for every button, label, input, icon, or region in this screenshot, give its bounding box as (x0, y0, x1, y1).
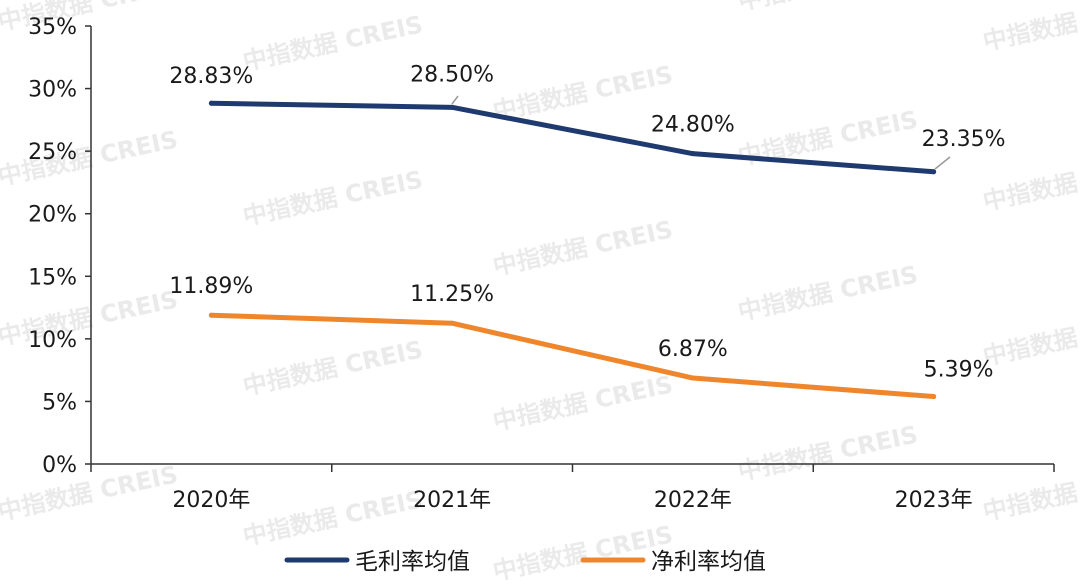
y-tick-label: 10% (28, 328, 77, 353)
y-tick-label: 30% (28, 78, 77, 103)
watermark-text: 中指数据 CREIS (980, 460, 1080, 525)
watermark-text: 中指数据 CREIS (0, 0, 180, 36)
data-labels: 28.83% 28.50% 24.80% 23.35% 11.89% 11.25% 6.87… (169, 62, 1005, 382)
data-point (208, 312, 214, 318)
y-tick-label: 15% (28, 265, 77, 290)
x-tick-label: 2023年 (895, 488, 973, 513)
x-tick-label: 2020年 (172, 488, 250, 513)
legend: 毛利率均值 净利率均值 (284, 549, 766, 575)
watermark-text: 中指数据 CREIS (490, 520, 675, 584)
data-label: 24.80% (651, 113, 735, 138)
watermark-text: 中指数据 CREIS (490, 370, 675, 435)
legend-label-1: 净利率均值 (651, 549, 766, 575)
watermark-text: 中指数据 CREIS (490, 60, 675, 125)
watermark-text: 中指数据 CREIS (240, 165, 425, 230)
watermark-text: 中指数据 CREIS (0, 460, 180, 525)
axes: 0% 5% 10% 15% 20% 25% 30% 35% 2020年 2021年 2022年 202… (28, 15, 1055, 513)
watermark-text: 中指数据 CREIS (490, 215, 675, 280)
data-point (931, 394, 937, 400)
data-point (449, 320, 455, 326)
watermark-text: 中指数据 CREIS (240, 335, 425, 400)
data-label: 11.89% (169, 274, 253, 299)
data-label: 11.25% (410, 282, 494, 307)
y-tick-label: 25% (28, 140, 77, 165)
data-point (690, 375, 696, 381)
watermark-text: 中指数据 CREIS (240, 10, 425, 75)
data-point (449, 104, 455, 110)
series-layer (208, 100, 937, 400)
data-point (690, 151, 696, 157)
legend-label-0: 毛利率均值 (355, 549, 470, 575)
data-point (931, 169, 937, 175)
data-point (208, 100, 214, 106)
data-label: 23.35% (922, 127, 1006, 152)
watermark-text: 中指数据 CREIS (0, 285, 180, 350)
series-line-0 (208, 100, 937, 175)
data-label: 28.50% (410, 62, 494, 87)
watermark-text: 中指数据 CREIS (735, 420, 920, 485)
leader-line (451, 95, 459, 105)
watermark-text: 中指数据 CREIS (980, 0, 1080, 56)
leader-line (934, 156, 951, 170)
x-tick-label: 2022年 (654, 488, 732, 513)
data-label: 6.87% (658, 337, 728, 362)
y-tick-label: 0% (42, 453, 77, 478)
watermark-text: 中指数据 CREIS (735, 0, 920, 16)
series-line-1 (208, 312, 937, 400)
watermark-text: 中指数据 CREIS (240, 485, 425, 550)
data-label: 28.83% (169, 64, 253, 89)
watermark-text: 中指数据 CREIS (980, 150, 1080, 215)
x-tick-label: 2021年 (413, 488, 491, 513)
watermark-text: 中指数据 CREIS (0, 125, 180, 190)
y-tick-label: 35% (28, 15, 77, 40)
data-label: 5.39% (924, 358, 994, 383)
watermark-text: 中指数据 CREIS (980, 305, 1080, 370)
watermark-text: 中指数据 CREIS (735, 260, 920, 325)
y-tick-label: 5% (42, 390, 77, 415)
y-tick-label: 20% (28, 203, 77, 228)
